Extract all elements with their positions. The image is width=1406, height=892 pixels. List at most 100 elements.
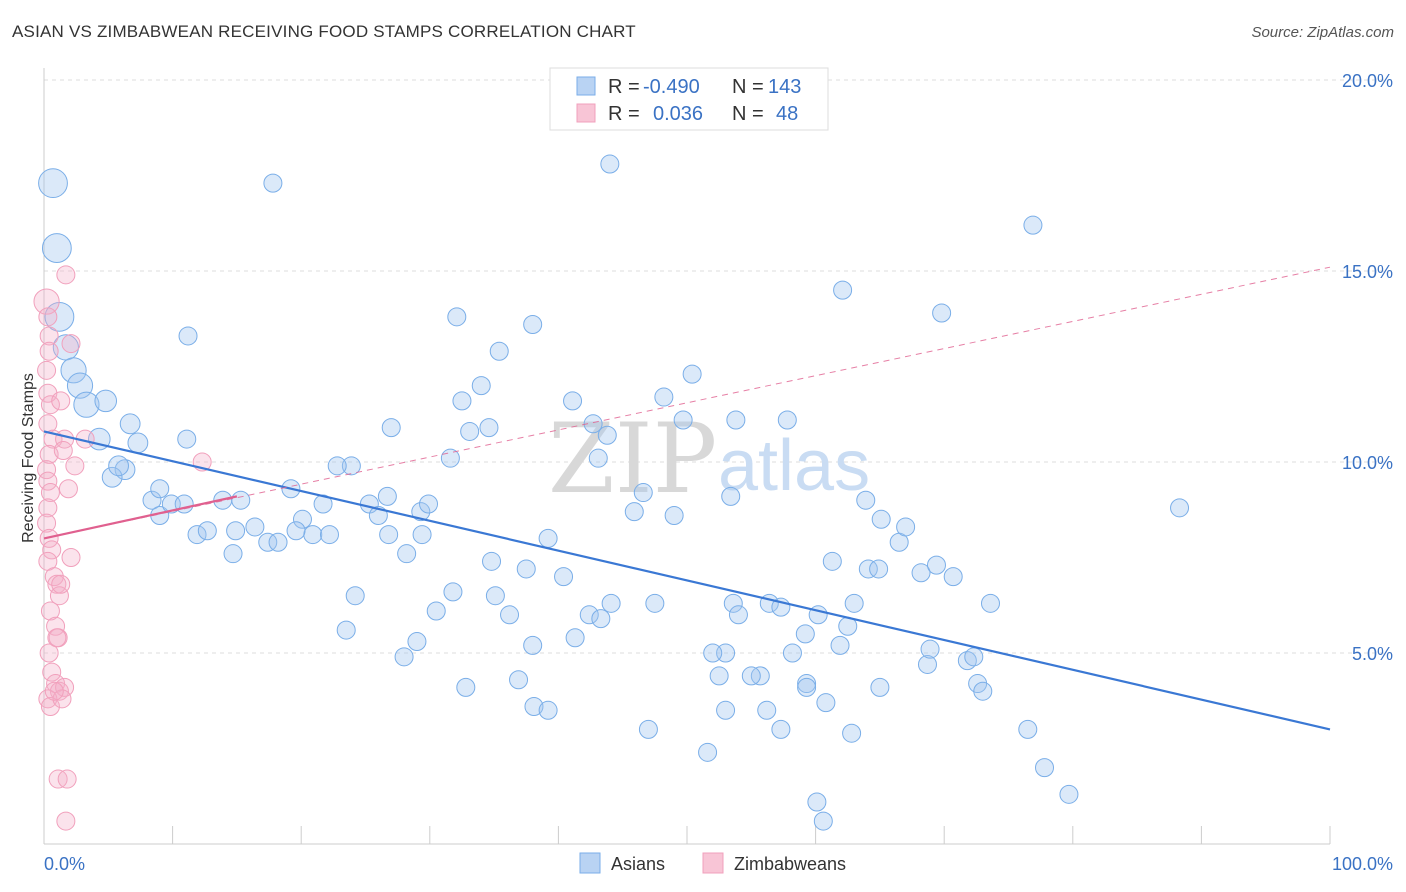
zimbabwean-point-16 [42, 540, 62, 560]
asian-point-124 [638, 719, 658, 739]
asian-point-117 [1023, 215, 1043, 235]
watermark-atlas: atlas [718, 426, 870, 506]
asian-point-96 [822, 551, 842, 571]
asian-point-22 [226, 521, 246, 541]
asian-point-112 [964, 647, 984, 667]
asian-point-41 [460, 421, 480, 441]
asian-point-32 [327, 456, 347, 476]
asian-point-121 [943, 567, 963, 587]
asian-point-60 [563, 391, 583, 411]
legend-r-value-2: 0.036 [653, 103, 703, 125]
asian-point-27 [292, 509, 312, 529]
asian-point-90 [816, 693, 836, 713]
zimbabwean-point-35 [56, 265, 76, 285]
y-tick-labels: 5.0% 10.0% 15.0% 20.0% [1342, 71, 1393, 664]
asian-point-49 [482, 551, 502, 571]
asian-point-122 [870, 677, 890, 697]
asian-point-134 [223, 544, 243, 564]
asian-point-139 [412, 525, 432, 545]
asian-point-116 [1018, 719, 1038, 739]
zimbabwean-point-29 [40, 696, 60, 716]
asian-point-46 [443, 582, 463, 602]
chart-title: ASIAN VS ZIMBABWEAN RECEIVING FOOD STAMP… [12, 22, 636, 41]
zimbabwean-point-43 [51, 574, 71, 594]
bottom-legend-swatch-asians [579, 852, 601, 874]
asian-point-35 [379, 525, 399, 545]
asian-point-81 [703, 643, 723, 663]
legend-n-label-1: N = [732, 76, 764, 98]
asian-point-88 [782, 643, 802, 663]
asian-point-12 [101, 466, 123, 488]
zimbabwean-point-11 [38, 471, 58, 491]
y-tick-label-3: 20.0% [1342, 71, 1393, 91]
legend-r-label-2: R = [608, 103, 640, 125]
bottom-legend-asians: Asians [611, 854, 665, 874]
zimbabwean-point-44 [44, 681, 64, 701]
asian-point-119 [1059, 784, 1079, 804]
zimbabwean-point-37 [51, 391, 71, 411]
y-tick-label-0: 5.0% [1352, 644, 1393, 664]
asian-point-101 [813, 811, 833, 831]
asian-point-142 [447, 307, 467, 327]
x-tick-labels: 0.0% 100.0% [44, 854, 1393, 874]
legend-r-value-1: -0.490 [643, 76, 700, 98]
asian-point-114 [973, 681, 993, 701]
asian-point-115 [980, 593, 1000, 613]
asian-point-80 [726, 410, 746, 430]
bottom-legend: Asians Zimbabweans [579, 852, 846, 874]
asian-point-87 [757, 700, 777, 720]
asian-point-59 [601, 593, 621, 613]
zimbabwean-point-24 [39, 643, 59, 663]
asian-point-42 [471, 376, 491, 396]
asian-point-10 [127, 432, 149, 454]
asian-point-31 [341, 456, 361, 476]
zimbabwean-point-3 [39, 341, 59, 361]
asian-point-44 [407, 632, 427, 652]
asian-point-98 [771, 719, 791, 739]
asian-point-130 [263, 173, 283, 193]
asian-point-74 [728, 605, 748, 625]
zimbabwean-point-27 [49, 681, 69, 701]
gridlines [44, 79, 1392, 654]
y-axis-label: Receiving Food Stamps [20, 373, 37, 543]
asian-point-52 [509, 670, 529, 690]
asian-point-133 [178, 326, 198, 346]
asian-point-69 [682, 364, 702, 384]
asian-point-56 [565, 628, 585, 648]
zimbabwean-point-41 [65, 456, 85, 476]
asian-point-91 [830, 635, 850, 655]
asian-point-103 [871, 509, 891, 529]
trend-lines [43, 266, 1331, 731]
zimbabwean-trend-solid [43, 495, 238, 540]
asian-point-79 [777, 410, 797, 430]
asian-point-105 [896, 517, 916, 537]
zimbabwean-point-2 [39, 326, 59, 346]
asian-point-138 [377, 486, 397, 506]
asian-point-95 [869, 559, 889, 579]
asian-point-135 [286, 521, 306, 541]
watermark: ZIP atlas [548, 403, 870, 515]
zimbabwean-point-12 [40, 483, 60, 503]
asian-point-97 [842, 723, 862, 743]
asian-point-86 [698, 742, 718, 762]
asian-point-77 [795, 624, 815, 644]
zimbabwean-point-31 [52, 689, 72, 709]
asian-point-36 [397, 544, 417, 564]
asian-point-38 [419, 494, 439, 514]
asian-point-0 [38, 168, 68, 199]
asian-point-93 [844, 593, 864, 613]
legend-swatch-zimbabweans [576, 103, 596, 123]
asian-point-100 [807, 792, 827, 812]
asian-point-73 [721, 486, 741, 506]
zimbabwean-point-6 [40, 395, 60, 415]
asian-point-54 [538, 528, 558, 548]
asian-point-11 [114, 459, 136, 481]
asian-point-40 [452, 391, 472, 411]
watermark-zip: ZIP [548, 403, 717, 515]
zimbabwean-point-1 [38, 307, 58, 327]
asian-point-1 [41, 233, 72, 263]
asian-point-19 [187, 525, 207, 545]
asian-point-48 [500, 605, 520, 625]
y-tick-label-1: 10.0% [1342, 453, 1393, 473]
asian-point-99 [797, 677, 817, 697]
